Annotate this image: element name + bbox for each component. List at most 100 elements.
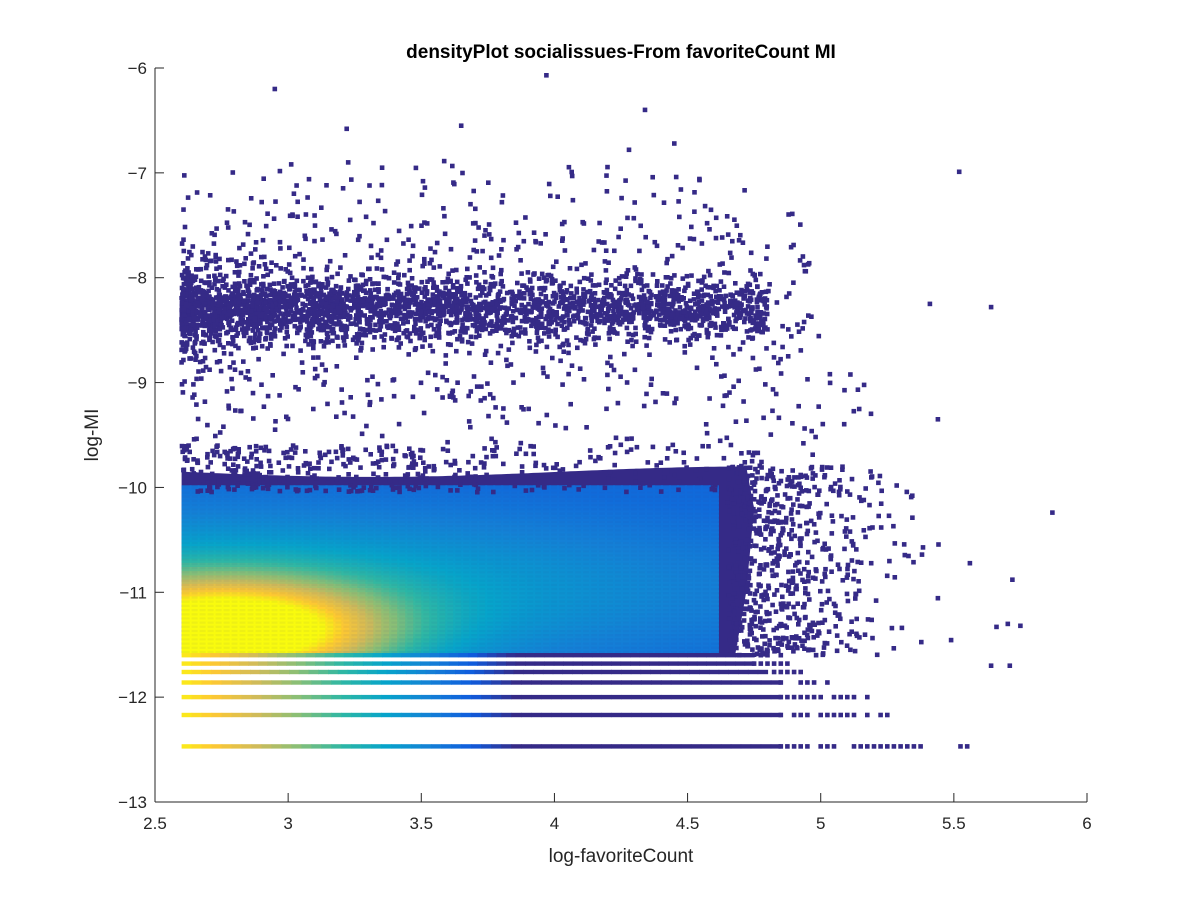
density-cell bbox=[525, 556, 536, 563]
density-cell bbox=[341, 581, 352, 588]
density-cell bbox=[445, 569, 456, 576]
density-cell bbox=[597, 607, 607, 614]
density-cell bbox=[413, 569, 424, 576]
density-cell bbox=[581, 514, 592, 521]
edge-point bbox=[894, 483, 899, 488]
density-cell bbox=[413, 577, 424, 584]
density-cell bbox=[269, 586, 280, 593]
edge-point bbox=[848, 647, 853, 653]
upper-band-point bbox=[281, 317, 287, 322]
edge-point bbox=[733, 581, 739, 587]
upper-band-point bbox=[680, 276, 686, 281]
upper-band-point bbox=[665, 256, 670, 262]
density-cell bbox=[325, 502, 336, 509]
density-cell bbox=[477, 615, 488, 622]
density-cell bbox=[676, 506, 687, 513]
density-cell bbox=[325, 648, 336, 656]
edge-point bbox=[799, 503, 805, 509]
edge-point bbox=[742, 555, 747, 561]
density-cell bbox=[684, 615, 695, 622]
density-cell bbox=[213, 586, 224, 593]
density-cell bbox=[429, 623, 440, 630]
edge-point bbox=[731, 612, 736, 617]
density-cell bbox=[597, 590, 607, 597]
density-cell bbox=[405, 636, 416, 643]
edge-point bbox=[411, 465, 416, 470]
density-cell bbox=[597, 523, 607, 530]
upper-band-point bbox=[396, 275, 401, 281]
density-cell bbox=[477, 644, 488, 651]
edge-point bbox=[805, 560, 810, 565]
density-cell bbox=[581, 619, 592, 626]
edge-point bbox=[681, 460, 687, 465]
edge-point bbox=[612, 450, 618, 456]
edge-point bbox=[743, 566, 749, 572]
edge-point bbox=[788, 591, 793, 596]
edge-point bbox=[847, 529, 853, 534]
edge-point bbox=[650, 444, 656, 450]
edge-point bbox=[420, 473, 426, 478]
edge-point bbox=[258, 464, 264, 469]
density-cell bbox=[589, 548, 599, 555]
upper-band-point bbox=[382, 332, 388, 337]
edge-point bbox=[543, 466, 549, 471]
density-cell bbox=[437, 577, 448, 584]
density-cell bbox=[557, 602, 568, 609]
density-cell bbox=[676, 514, 687, 521]
density-cell bbox=[389, 623, 400, 630]
density-cell bbox=[525, 502, 536, 509]
edge-point bbox=[393, 448, 399, 454]
edge-point bbox=[874, 652, 880, 658]
density-cell bbox=[541, 602, 552, 609]
edge-point bbox=[775, 518, 780, 524]
density-cell bbox=[445, 544, 456, 551]
density-cell bbox=[341, 502, 352, 509]
density-cell bbox=[405, 565, 416, 572]
density-cell bbox=[581, 544, 592, 551]
density-cell bbox=[437, 535, 448, 542]
density-cell bbox=[565, 506, 576, 513]
density-cell bbox=[573, 531, 584, 538]
density-cell bbox=[676, 632, 687, 639]
density-cell bbox=[653, 632, 663, 639]
density-cell bbox=[221, 502, 232, 509]
density-cell bbox=[621, 598, 631, 605]
density-cell bbox=[421, 594, 432, 601]
density-cell bbox=[541, 560, 552, 567]
density-cell bbox=[181, 552, 192, 559]
density-cell bbox=[181, 632, 192, 639]
density-cell bbox=[437, 565, 448, 572]
edge-point bbox=[772, 649, 777, 654]
density-cell bbox=[445, 581, 456, 588]
density-cell bbox=[309, 548, 320, 555]
density-cell bbox=[181, 544, 192, 551]
density-cell bbox=[229, 644, 240, 651]
density-cell bbox=[285, 560, 296, 567]
density-cell bbox=[629, 497, 639, 505]
upper-band-point bbox=[292, 317, 298, 323]
density-cell bbox=[509, 611, 520, 618]
density-cell bbox=[557, 506, 568, 513]
density-cell bbox=[533, 636, 544, 643]
density-cell bbox=[485, 573, 496, 580]
density-cell bbox=[405, 531, 416, 538]
density-cell bbox=[453, 586, 464, 593]
edge-point bbox=[731, 619, 737, 625]
density-cell bbox=[429, 556, 440, 563]
density-cell bbox=[293, 644, 304, 651]
upper-band-point bbox=[308, 311, 314, 317]
edge-point bbox=[185, 457, 190, 463]
density-cell bbox=[653, 485, 663, 492]
upper-band-point bbox=[239, 322, 245, 327]
upper-band-point bbox=[638, 281, 644, 286]
density-cell bbox=[485, 523, 496, 530]
density-cell bbox=[253, 539, 264, 547]
edge-point bbox=[776, 648, 781, 654]
density-cell bbox=[493, 607, 504, 614]
density-cell bbox=[684, 523, 695, 530]
density-cell bbox=[525, 573, 536, 580]
density-cell bbox=[205, 527, 216, 534]
density-cell bbox=[653, 611, 663, 618]
density-cell bbox=[645, 611, 655, 618]
density-cell bbox=[501, 518, 512, 526]
